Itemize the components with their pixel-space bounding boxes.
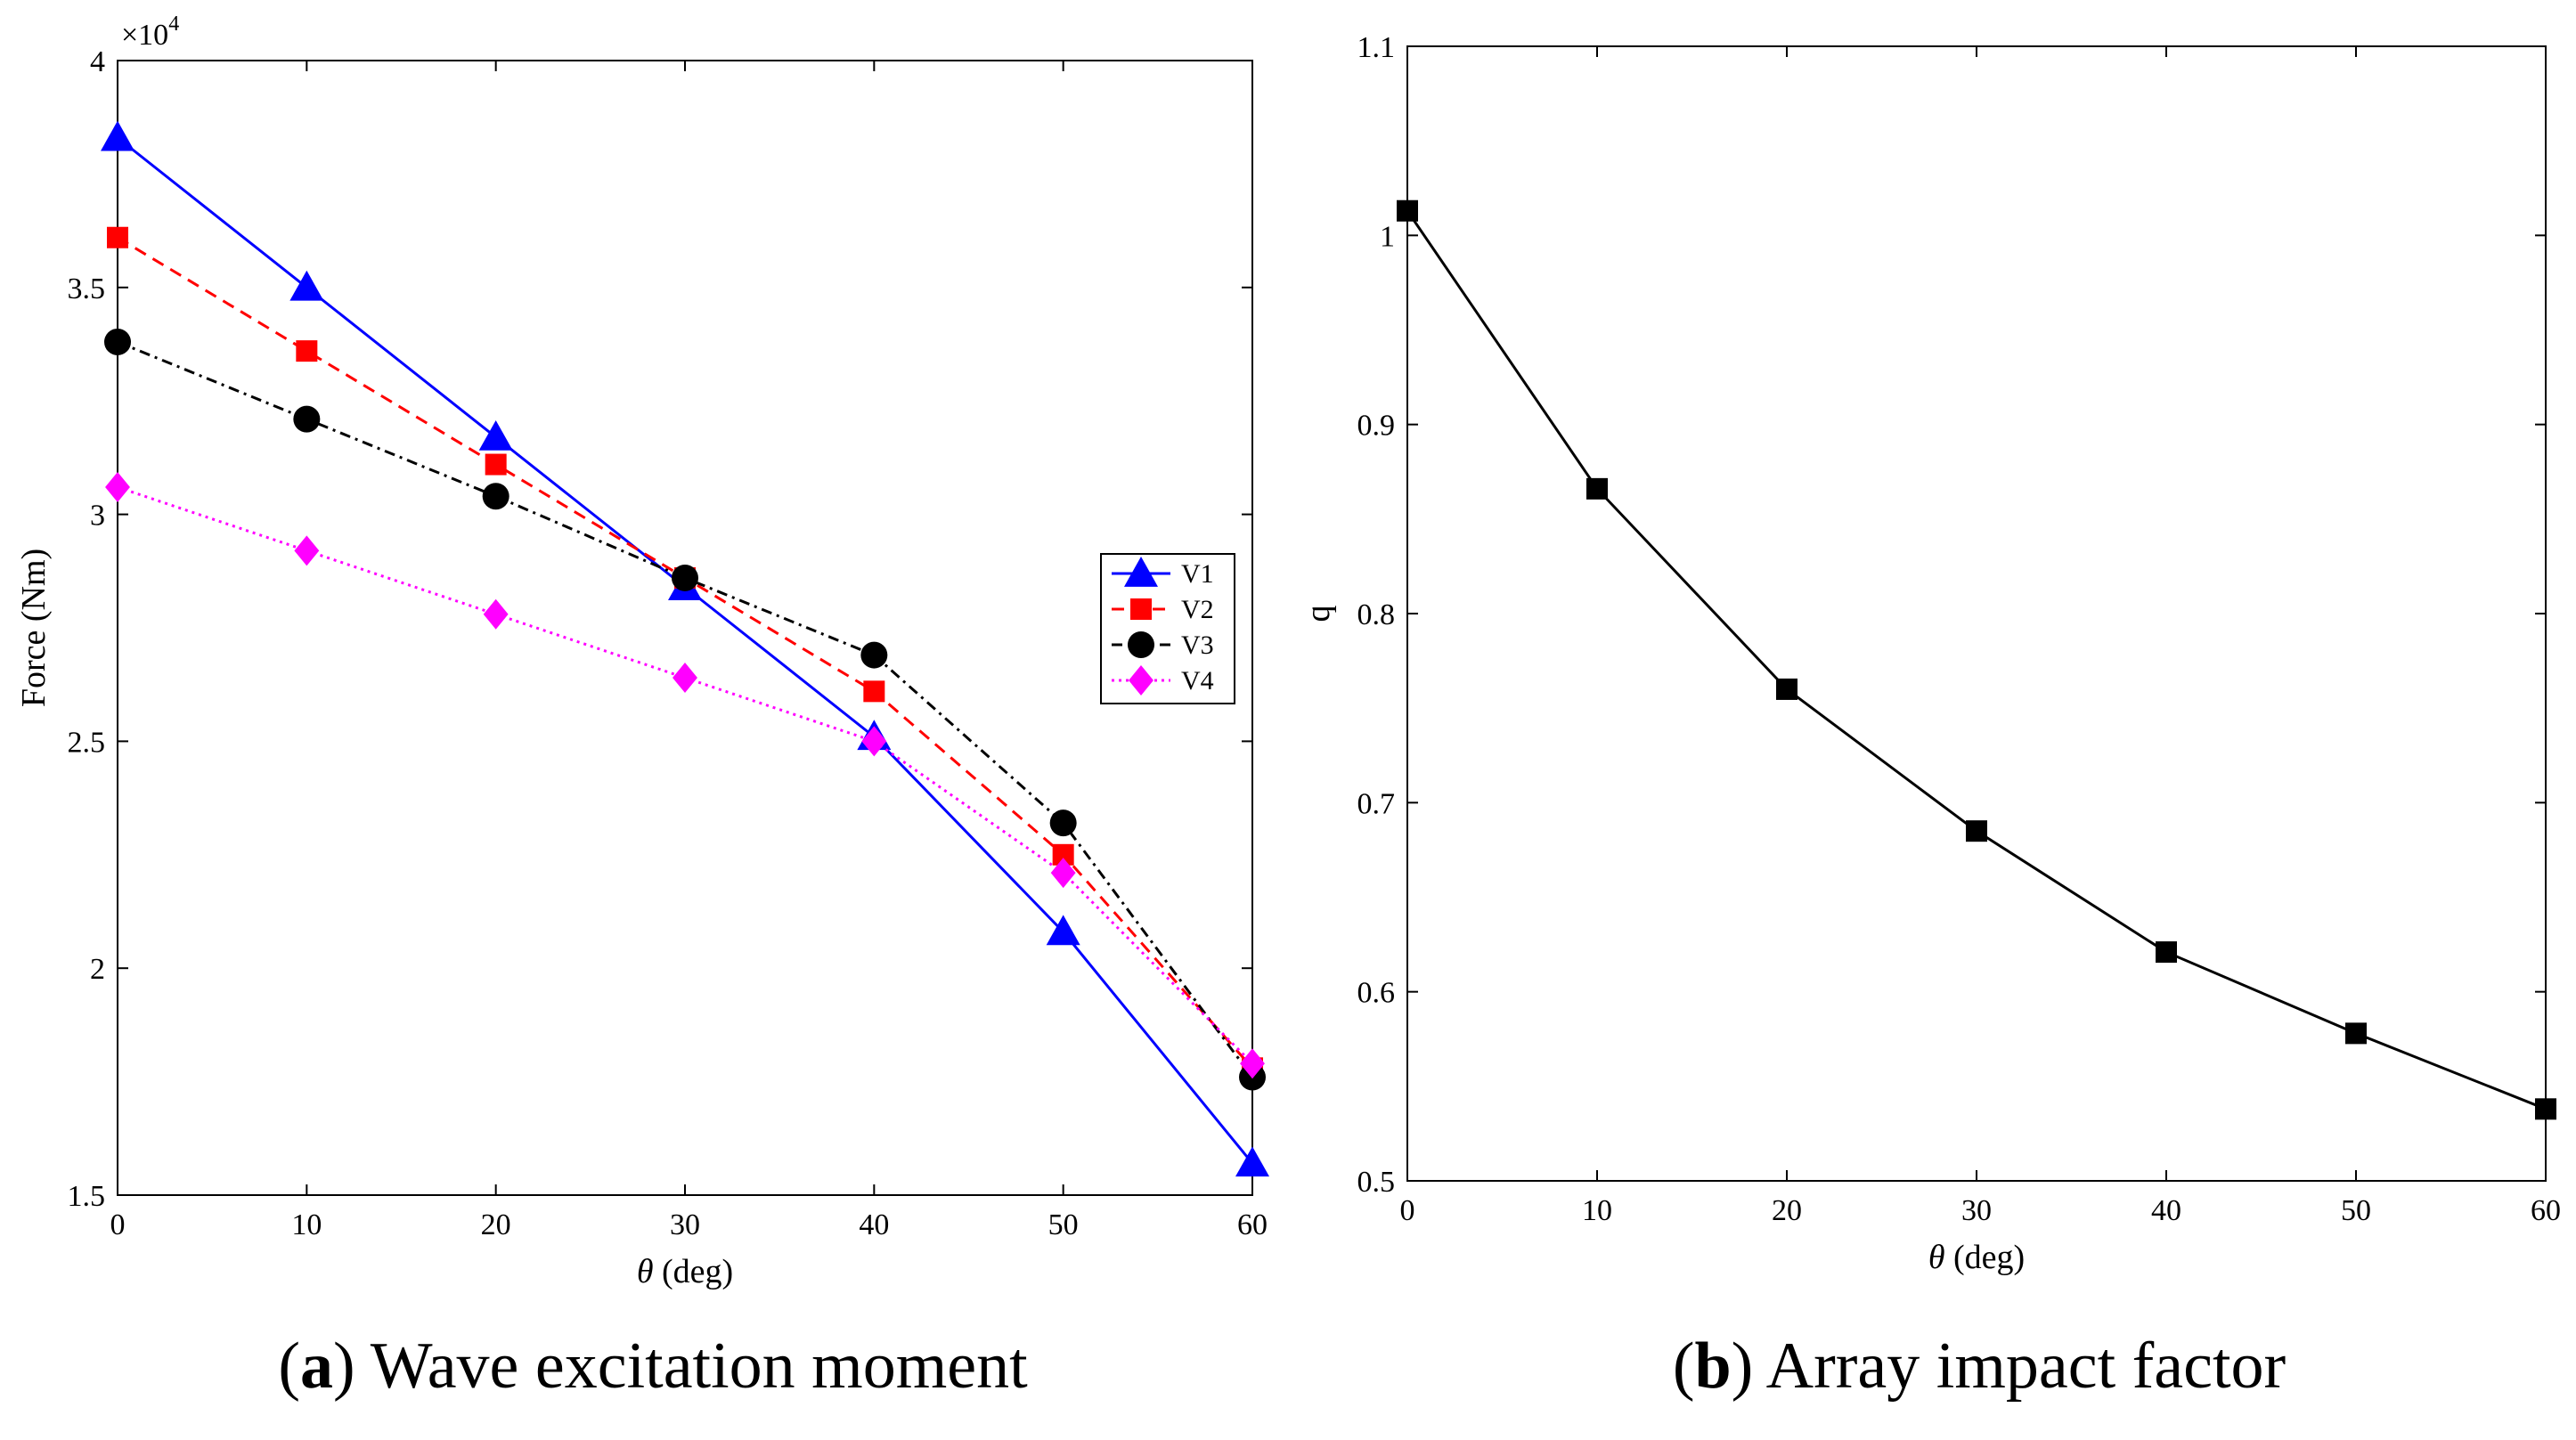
data-point-v1 bbox=[101, 120, 135, 151]
x-tick-label: 0 bbox=[1400, 1194, 1415, 1227]
x-axis-label: θ (deg) bbox=[1928, 1239, 2025, 1276]
y-tick-label: 1.5 bbox=[68, 1180, 106, 1213]
subfigure-caption: (a) Wave excitation moment bbox=[278, 1330, 1028, 1403]
y-tick-label: 2 bbox=[90, 953, 105, 986]
series-q bbox=[1397, 199, 2556, 1120]
data-point-q bbox=[1586, 477, 1608, 500]
chart-array-impact-factor: 0 10 20 30 40 50 60 0.5 0.6 0.7 0.8 0.9 1 1.1 θ (deg) q… bbox=[1300, 31, 2561, 1403]
data-point-q bbox=[2345, 1022, 2367, 1045]
legend-marker-v1 bbox=[1124, 557, 1158, 587]
y-tick-label: 1.1 bbox=[1357, 31, 1396, 64]
legend-box bbox=[1100, 553, 1235, 704]
x-tick-label: 60 bbox=[1237, 1208, 1268, 1241]
legend-marker-v2 bbox=[1130, 598, 1152, 620]
series-line-v2 bbox=[117, 236, 1254, 1070]
data-point-v2 bbox=[296, 340, 318, 362]
y-tick-label: 4 bbox=[90, 45, 105, 78]
data-point-v4 bbox=[1050, 858, 1076, 889]
data-point-q bbox=[2156, 941, 2177, 964]
data-point-v2 bbox=[485, 453, 507, 476]
y-tick-label: 0.5 bbox=[1357, 1166, 1396, 1199]
data-point-v3 bbox=[1049, 809, 1077, 837]
data-point-v3 bbox=[672, 564, 698, 591]
y-exponent-label: ×104 bbox=[121, 12, 179, 52]
data-point-v4 bbox=[1240, 1048, 1265, 1079]
x-tick-label: 0 bbox=[110, 1208, 126, 1241]
y-tick-label: 3 bbox=[90, 500, 105, 533]
data-point-v1 bbox=[478, 419, 513, 451]
x-tick-label: 10 bbox=[1582, 1194, 1612, 1227]
data-point-q bbox=[2535, 1098, 2556, 1120]
legend-marker-v4 bbox=[1129, 665, 1153, 696]
x-tick-label: 20 bbox=[481, 1208, 511, 1241]
series-v3 bbox=[104, 328, 1266, 1091]
data-point-v2 bbox=[863, 680, 885, 703]
subfigure-caption: (b) Array impact factor bbox=[1673, 1330, 2286, 1403]
x-tick-label: 50 bbox=[1048, 1208, 1079, 1241]
series-line-v3 bbox=[117, 340, 1254, 1078]
data-point-v1 bbox=[1046, 915, 1080, 946]
series-v2 bbox=[107, 226, 1263, 1079]
data-point-q bbox=[1397, 199, 1418, 222]
y-axis-label: Force (Nm) bbox=[15, 549, 53, 707]
plot-frame bbox=[1406, 45, 2547, 1182]
data-point-v4 bbox=[483, 598, 509, 630]
x-tick-label: 40 bbox=[2151, 1194, 2181, 1227]
data-point-v3 bbox=[482, 483, 509, 510]
chart-wave-excitation-moment: 0 10 20 30 40 50 60 1.5 2 2.5 3 3.5 4 ×104 θ (deg) Forc… bbox=[15, 12, 1269, 1403]
y-tick-label: 0.7 bbox=[1357, 787, 1396, 820]
x-tick-label: 30 bbox=[1961, 1194, 1992, 1227]
data-point-v3 bbox=[860, 641, 888, 669]
x-tick-label: 50 bbox=[2341, 1194, 2371, 1227]
series-v4 bbox=[105, 472, 1265, 1079]
data-point-v4 bbox=[673, 663, 697, 694]
legend-label-v4: V4 bbox=[1181, 666, 1214, 696]
legend-label-v2: V2 bbox=[1181, 595, 1214, 624]
x-tick-label: 10 bbox=[291, 1208, 322, 1241]
y-tick-label: 2.5 bbox=[68, 726, 106, 759]
series-line-q bbox=[1406, 209, 2547, 1111]
data-point-v3 bbox=[104, 328, 131, 355]
data-point-q bbox=[1776, 678, 1797, 700]
x-tick-label: 30 bbox=[670, 1208, 700, 1241]
data-point-v4 bbox=[861, 726, 887, 757]
legend-label-v1: V1 bbox=[1181, 559, 1214, 589]
y-tick-label: 0.8 bbox=[1357, 598, 1396, 631]
x-tick-label: 40 bbox=[859, 1208, 889, 1241]
x-tick-label: 60 bbox=[2531, 1194, 2561, 1227]
data-point-v4 bbox=[294, 535, 320, 566]
y-tick-label: 3.5 bbox=[68, 273, 106, 305]
data-point-v4 bbox=[105, 472, 130, 503]
data-point-v3 bbox=[293, 405, 321, 433]
y-tick-label: 1 bbox=[1380, 220, 1395, 253]
data-point-v1 bbox=[1235, 1146, 1269, 1177]
legend-marker-v3 bbox=[1128, 631, 1154, 658]
plot-frame bbox=[117, 60, 1253, 1196]
y-tick-label: 0.6 bbox=[1357, 977, 1396, 1010]
series-line-v1 bbox=[117, 136, 1254, 1165]
data-point-v1 bbox=[289, 270, 324, 301]
y-tick-label: 0.9 bbox=[1357, 410, 1396, 443]
series-v1 bbox=[101, 120, 1269, 1177]
data-point-q bbox=[1966, 820, 1987, 842]
legend: V1 V2 V3 V4 bbox=[1100, 553, 1235, 704]
legend-label-v3: V3 bbox=[1181, 631, 1214, 660]
x-tick-label: 20 bbox=[1772, 1194, 1802, 1227]
y-axis-label: q bbox=[1300, 606, 1337, 622]
data-point-v2 bbox=[107, 226, 128, 248]
x-axis-label: θ (deg) bbox=[637, 1253, 733, 1290]
